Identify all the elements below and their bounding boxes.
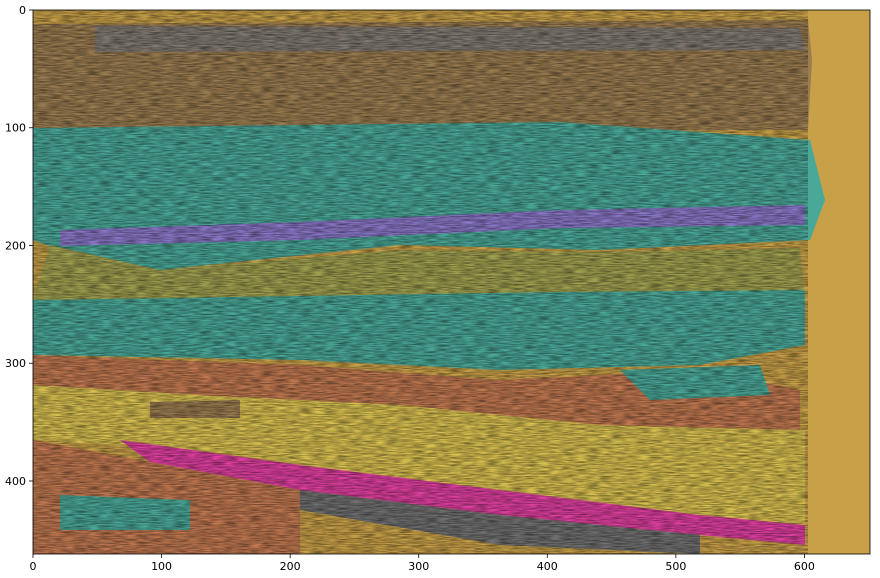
y-tick-label: 100 xyxy=(5,122,26,135)
x-tick-label: 300 xyxy=(408,560,429,573)
seismic-texture xyxy=(33,10,808,554)
plot-area xyxy=(33,10,870,554)
y-axis: 0 100 200 300 400 xyxy=(5,4,33,488)
x-tick-label: 500 xyxy=(665,560,686,573)
x-tick-label: 100 xyxy=(151,560,172,573)
axes-frame xyxy=(32,9,871,555)
x-tick-label: 200 xyxy=(280,560,301,573)
x-axis: 0 100 200 300 400 500 600 xyxy=(30,554,815,573)
x-tick-label: 0 xyxy=(30,560,37,573)
x-tick-label: 400 xyxy=(537,560,558,573)
x-tick-label: 600 xyxy=(794,560,815,573)
y-tick-label: 0 xyxy=(19,4,26,17)
y-tick-label: 400 xyxy=(5,475,26,488)
y-tick-label: 200 xyxy=(5,239,26,252)
y-tick-label: 300 xyxy=(5,357,26,370)
